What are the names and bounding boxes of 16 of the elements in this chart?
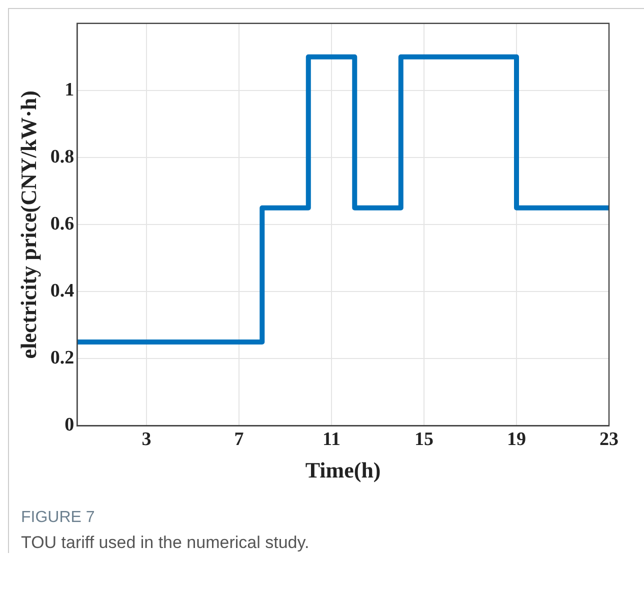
x-axis-title: Time(h) bbox=[305, 457, 381, 482]
y-tick-label: 0 bbox=[64, 414, 74, 436]
x-tick-label: 3 bbox=[142, 429, 152, 450]
x-tick-label: 7 bbox=[234, 429, 244, 450]
y-tick-label: 0.6 bbox=[50, 214, 74, 235]
x-tick-label: 23 bbox=[600, 429, 618, 450]
y-tick-label: 0.2 bbox=[50, 348, 74, 369]
y-axis-title: electricity price(CNY/kW·h) bbox=[16, 90, 41, 359]
x-tick-label: 15 bbox=[414, 429, 434, 450]
text: TOU tariff used in the numerical study. bbox=[21, 533, 310, 553]
y-tick-label: 1 bbox=[64, 79, 74, 100]
caption: FIGURE 7 bbox=[21, 509, 96, 527]
y-tick-label: 0.4 bbox=[50, 280, 75, 302]
y-tick-label: 0.8 bbox=[50, 146, 74, 168]
x-tick-label: 19 bbox=[507, 429, 526, 450]
x-tick-label: 11 bbox=[322, 429, 340, 450]
